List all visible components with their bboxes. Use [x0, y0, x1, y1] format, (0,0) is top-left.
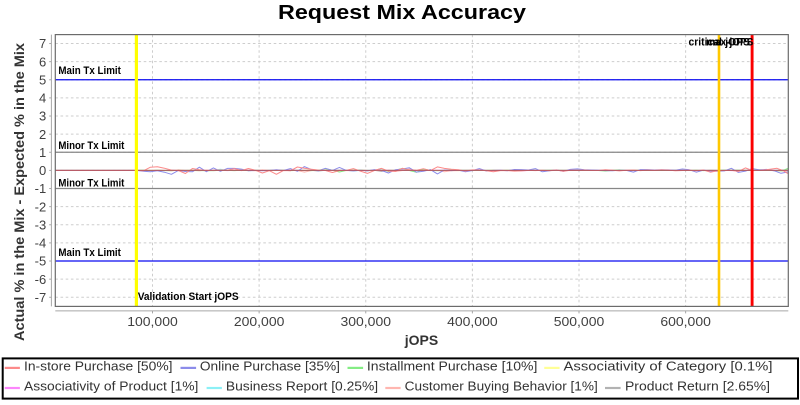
svg-text:Validation Start jOPS: Validation Start jOPS: [138, 291, 239, 303]
svg-text:jOPS: jOPS: [404, 332, 438, 348]
svg-text:600,000: 600,000: [660, 314, 711, 329]
svg-text:Request Mix Accuracy: Request Mix Accuracy: [278, 2, 527, 24]
svg-text:6: 6: [39, 54, 46, 69]
svg-text:Product Return [2.65%]: Product Return [2.65%]: [625, 380, 770, 394]
svg-text:Associativity of Product [1%]: Associativity of Product [1%]: [24, 380, 198, 394]
svg-text:3: 3: [39, 109, 46, 124]
svg-text:Business Report [0.25%]: Business Report [0.25%]: [226, 380, 378, 394]
svg-text:Minor Tx Limit: Minor Tx Limit: [58, 177, 124, 189]
svg-text:Installment Purchase [10%]: Installment Purchase [10%]: [367, 360, 538, 374]
svg-text:Main Tx Limit: Main Tx Limit: [58, 65, 121, 77]
svg-text:-1: -1: [35, 181, 47, 196]
svg-text:Online Purchase [35%]: Online Purchase [35%]: [200, 360, 340, 374]
svg-text:200,000: 200,000: [234, 314, 285, 329]
svg-text:-3: -3: [35, 217, 47, 232]
svg-text:-2: -2: [35, 199, 47, 214]
svg-text:Minor Tx Limit: Minor Tx Limit: [58, 140, 124, 152]
svg-text:500,000: 500,000: [554, 314, 605, 329]
svg-text:max-jOPS: max-jOPS: [706, 36, 753, 48]
svg-text:2: 2: [39, 127, 46, 142]
svg-text:300,000: 300,000: [341, 314, 392, 329]
svg-text:Customer Buying Behavior [1%]: Customer Buying Behavior [1%]: [405, 380, 598, 394]
svg-text:400,000: 400,000: [447, 314, 498, 329]
svg-text:0: 0: [39, 163, 46, 178]
svg-text:5: 5: [39, 72, 46, 87]
svg-text:Associativity of Category [0.1: Associativity of Category [0.1%]: [564, 360, 773, 374]
svg-text:7: 7: [39, 36, 46, 51]
svg-text:-6: -6: [35, 272, 47, 287]
svg-text:In-store Purchase [50%]: In-store Purchase [50%]: [24, 360, 173, 374]
svg-text:-7: -7: [35, 290, 47, 305]
svg-text:Actual % in the Mix - Expected: Actual % in the Mix - Expected % in the …: [12, 42, 27, 341]
svg-text:-4: -4: [35, 236, 47, 251]
svg-text:critical-jOPS: critical-jOPS: [689, 36, 751, 48]
svg-text:4: 4: [39, 91, 46, 106]
svg-text:100,000: 100,000: [127, 314, 178, 329]
svg-text:1: 1: [39, 145, 46, 160]
svg-text:-5: -5: [35, 254, 47, 269]
svg-text:Main Tx Limit: Main Tx Limit: [58, 247, 121, 259]
